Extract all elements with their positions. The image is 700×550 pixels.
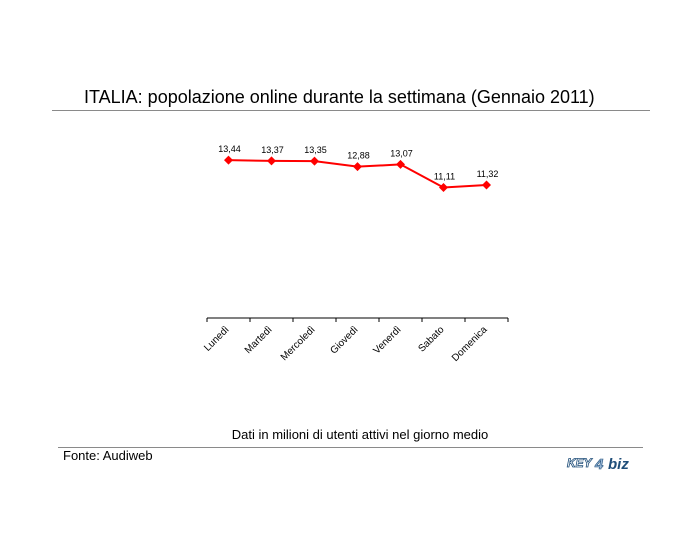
logo-text-biz: biz	[608, 456, 629, 473]
chart-caption: Dati in milioni di utenti attivi nel gio…	[231, 427, 489, 442]
data-label: 11,11	[434, 171, 455, 181]
x-tick-label: Venerdì	[371, 324, 403, 356]
x-axis-tick-labels: Lunedì Martedì Mercoledì Giovedì Venerdì Saba…	[202, 324, 490, 364]
data-label: 11,32	[477, 169, 499, 179]
x-tick-label: Lunedì	[202, 324, 232, 354]
data-point-marker	[353, 162, 362, 172]
data-label: 12,88	[347, 151, 370, 161]
chart-title: ITALIA: popolazione online durante la se…	[84, 87, 595, 107]
data-label: 13,35	[304, 145, 327, 155]
data-point-marker	[482, 180, 491, 190]
x-tick-label: Mercoledì	[279, 324, 318, 363]
data-point-marker	[439, 182, 448, 192]
logo-text-4: 4	[594, 456, 604, 473]
data-point-marker	[224, 155, 233, 165]
data-label: 13,07	[390, 148, 413, 158]
data-label: 13,37	[261, 145, 284, 155]
key4biz-logo: KEY 4 biz	[567, 456, 630, 474]
data-point-marker	[267, 156, 276, 166]
logo-text-key: KEY	[567, 456, 593, 470]
x-tick-label: Domenica	[450, 324, 490, 364]
source-note: Fonte: Audiweb	[63, 448, 153, 463]
x-tick-label: Martedì	[243, 324, 275, 356]
data-labels: 13,44 13,37 13,35 12,88 13,07 11,11 11,32	[218, 144, 498, 181]
series-markers	[224, 155, 491, 192]
x-axis-ticks	[206, 318, 509, 322]
x-tick-label: Sabato	[416, 324, 446, 354]
title-divider	[52, 110, 650, 111]
x-tick-label: Giovedì	[328, 324, 360, 356]
footer-divider	[58, 447, 643, 448]
data-label: 13,44	[218, 144, 241, 154]
data-point-marker	[396, 159, 405, 169]
data-point-marker	[310, 156, 319, 166]
